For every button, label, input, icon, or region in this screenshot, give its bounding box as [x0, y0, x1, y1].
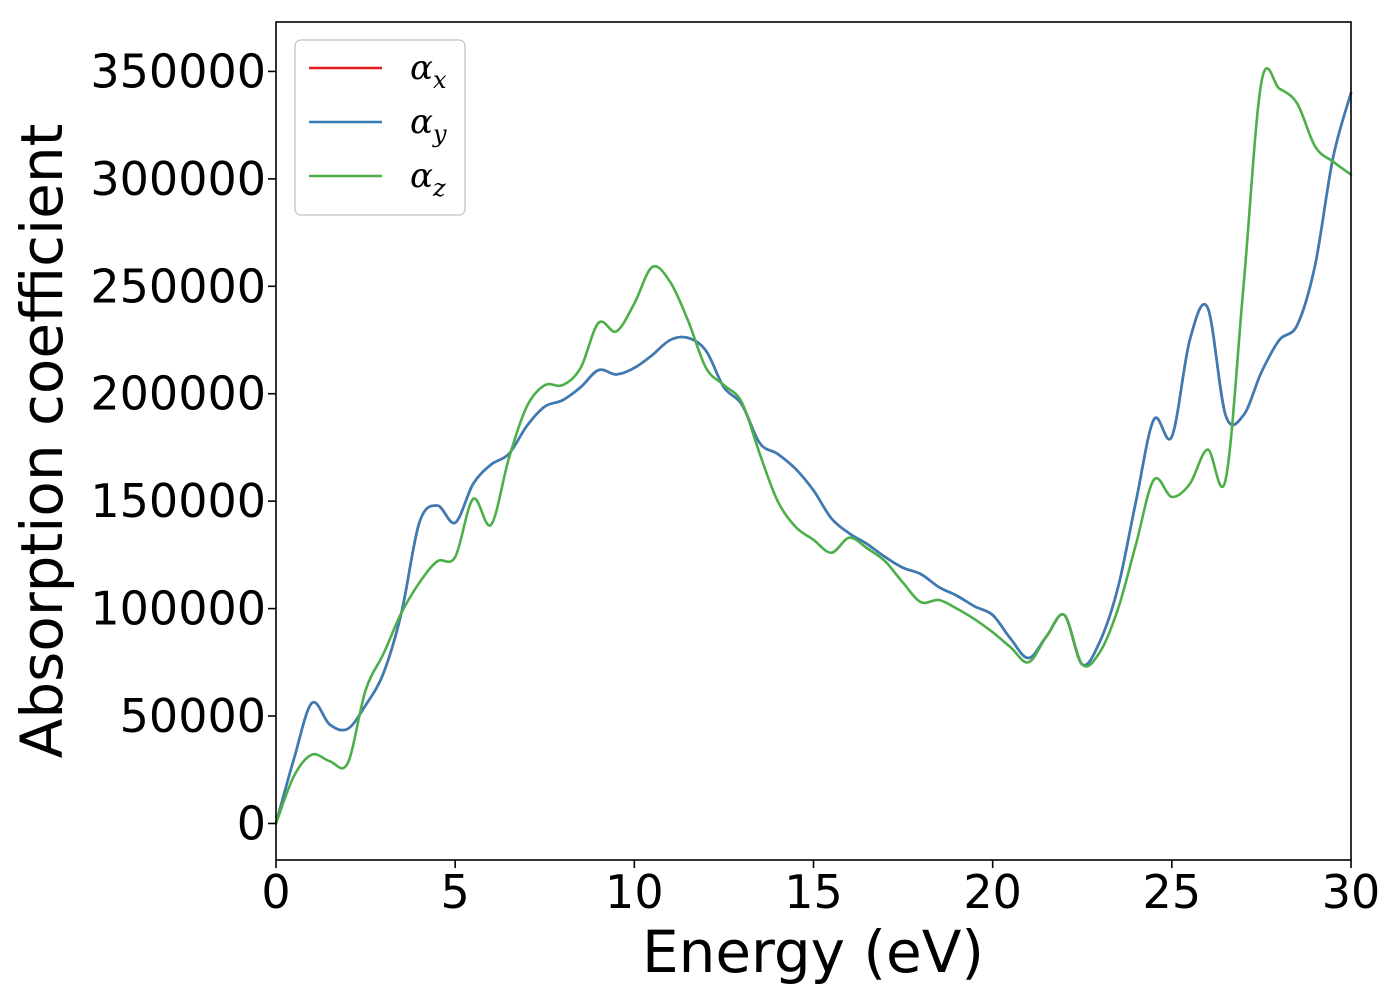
x-axis-label: Energy (eV)	[642, 918, 984, 986]
x-tick-label: 5	[441, 865, 470, 919]
x-axis-ticks: 0 5 10 15 20 25 30	[261, 860, 1380, 919]
y-axis-label: Absorption coefficient	[8, 124, 76, 759]
series-line-y	[274, 91, 1353, 825]
x-tick-label: 30	[1322, 865, 1381, 919]
x-tick-label: 25	[1143, 865, 1202, 919]
y-tick-label: 100000	[90, 582, 266, 636]
y-tick-label: 50000	[120, 689, 266, 743]
y-tick-label: 0	[237, 796, 266, 850]
y-tick-label: 250000	[90, 259, 266, 313]
series-layer	[274, 67, 1353, 825]
series-line-z	[274, 67, 1353, 825]
y-tick-label: 200000	[90, 367, 266, 421]
y-tick-label: 350000	[90, 44, 266, 98]
y-tick-label: 300000	[90, 152, 266, 206]
x-tick-label: 10	[605, 865, 664, 919]
legend-frame	[294, 39, 466, 216]
x-tick-label: 0	[261, 865, 290, 919]
y-axis-ticks: 0 50000 100000 150000 200000 250000 300000 3500…	[90, 44, 276, 850]
x-tick-label: 15	[784, 865, 843, 919]
x-tick-label: 20	[963, 865, 1022, 919]
y-tick-label: 150000	[90, 474, 266, 528]
